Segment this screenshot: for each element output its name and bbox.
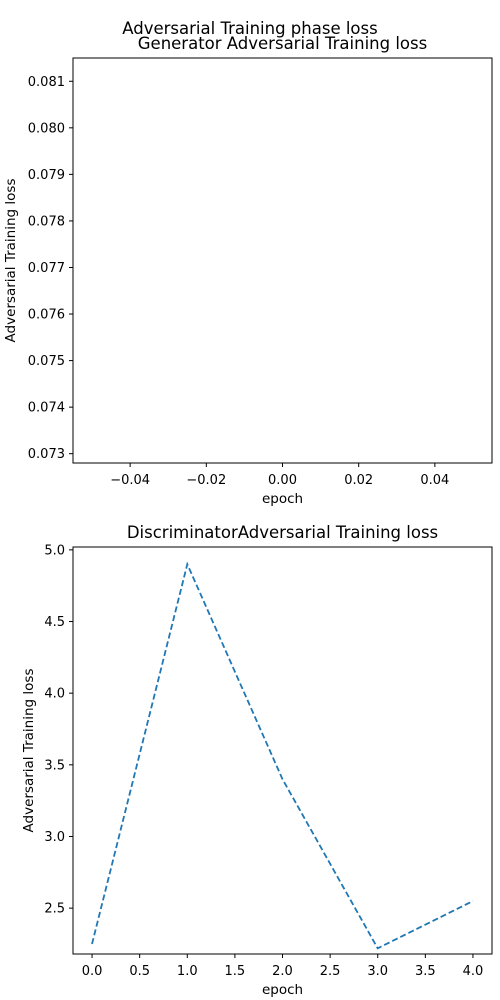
generator-xtick-label: 0.02: [344, 473, 373, 488]
discriminator-xtick-label: 1.5: [225, 964, 246, 979]
generator-ytick-label: 0.077: [28, 261, 65, 276]
discriminator-ytick-label: 3.5: [44, 758, 65, 773]
generator-chart-title: Generator Adversarial Training loss: [138, 34, 427, 53]
discriminator-chart-title: DiscriminatorAdversarial Training loss: [127, 523, 438, 542]
discriminator-xtick-label: 2.5: [320, 964, 341, 979]
generator-ytick-label: 0.075: [28, 354, 65, 369]
generator-xtick-label: 0.04: [420, 473, 449, 488]
generator-ytick-label: 0.080: [28, 121, 65, 136]
generator-ytick-label: 0.074: [28, 401, 65, 416]
discriminator-xtick-label: 4.0: [463, 964, 484, 979]
discriminator-ytick-label: 3.0: [44, 830, 65, 845]
discriminator-ytick-label: 5.0: [44, 543, 65, 558]
discriminator-ytick-label: 4.5: [44, 615, 65, 630]
generator-ytick-label: 0.078: [28, 214, 65, 229]
discriminator-xtick-label: 3.5: [415, 964, 436, 979]
discriminator-xtick-label: 0.5: [129, 964, 150, 979]
discriminator-xaxis-label: epoch: [262, 982, 303, 998]
discriminator-ytick-label: 4.0: [44, 687, 65, 702]
generator-ytick-label: 0.081: [28, 75, 65, 90]
discriminator-xtick-label: 2.0: [272, 964, 293, 979]
discriminator-xtick-label: 0.0: [82, 964, 103, 979]
generator-xtick-label: −0.02: [186, 473, 226, 488]
discriminator-xtick-label: 3.0: [367, 964, 388, 979]
generator-ytick-label: 0.076: [28, 308, 65, 323]
generator-ytick-label: 0.079: [28, 168, 65, 183]
discriminator-yaxis-label: Adversarial Training loss: [21, 669, 37, 833]
generator-ytick-label: 0.073: [28, 447, 65, 462]
generator-xaxis-label: epoch: [262, 491, 303, 507]
discriminator-ytick-label: 2.5: [44, 902, 65, 917]
generator-yaxis-label: Adversarial Training loss: [3, 179, 19, 343]
generator-xtick-label: −0.04: [110, 473, 150, 488]
generator-xtick-label: 0.00: [268, 473, 297, 488]
discriminator-xtick-label: 1.0: [177, 964, 198, 979]
